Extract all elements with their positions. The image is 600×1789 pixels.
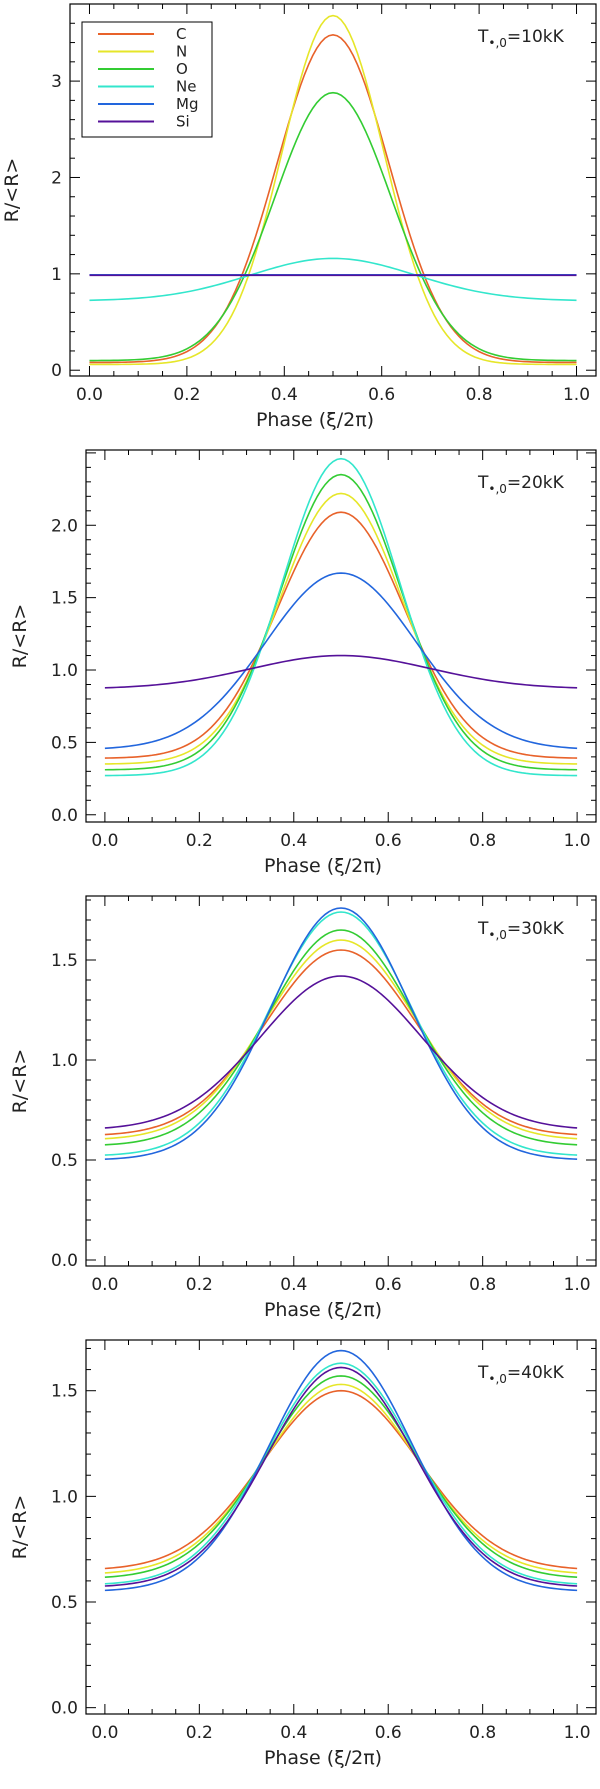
chart-panel-2: 0.0 0.2 0.4 0.6 0.8 1.0 0.0 0.5 1.0 1.5 2.0 Phase (… [9,449,597,877]
y-axis-title: R/<R> [9,1495,31,1560]
series-line-n [104,1383,578,1574]
legend-label-ne: Ne [176,78,196,96]
y-tick-label: 0.5 [51,1151,78,1171]
series-line-n [104,492,578,765]
y-tick-label: 1 [51,265,62,285]
series-line-ne [89,257,577,302]
series-line-ne [104,1362,578,1585]
x-axis-title: Phase (ξ/2π) [264,855,382,877]
x-tick-label: 0.8 [469,1275,496,1295]
series-line-o [104,929,578,1146]
x-axis-title: Phase (ξ/2π) [264,1299,382,1321]
plot-frame [85,895,597,1267]
y-tick-label: 1.0 [51,661,78,681]
series-line-o [89,91,577,362]
x-tick-label: 0.6 [375,1275,402,1295]
x-tick-label: 1.0 [564,831,591,851]
series-line-mg [104,1349,578,1592]
series-line-o [104,473,578,771]
x-tick-label: 0.2 [173,385,200,405]
legend-label-mg: Mg [176,95,198,113]
series-line-mg [104,572,578,750]
series-line-si [104,1366,578,1587]
legend-label-n: N [176,43,187,61]
x-tick-label: 1.0 [564,1275,591,1295]
series-line-n [104,939,578,1140]
series-line-c [89,34,577,364]
temperature-annotation: T•,0=30kK [477,919,565,942]
temperature-annotation: T•,0=40kK [477,1363,565,1386]
legend-box [81,21,213,138]
legend-label-o: O [176,60,188,78]
y-tick-label: 1.0 [51,1051,78,1071]
y-tick-label: 0.5 [51,1593,78,1613]
x-tick-label: 0.8 [466,385,493,405]
temperature-annotation: T•,0=20kK [477,473,565,496]
series-line-ne [104,457,578,777]
x-tick-label: 0.0 [91,1723,118,1743]
y-tick-label: 3 [51,72,62,92]
series-line-c [104,949,578,1136]
y-axis-title: R/<R> [9,604,31,669]
x-tick-label: 0.2 [186,1723,213,1743]
series-line-si [104,654,578,689]
series-line-c [104,511,578,759]
y-tick-label: 0.0 [51,1251,78,1271]
plot-frame [85,1339,597,1715]
x-axis-title: Phase (ξ/2π) [256,409,374,431]
x-tick-label: 0.0 [76,385,103,405]
y-axis-title: R/<R> [1,158,23,223]
x-tick-label: 0.6 [368,385,395,405]
y-tick-label: 1.5 [51,589,78,609]
series-line-ne [104,911,578,1156]
series-line-si [104,975,578,1129]
x-tick-label: 0.8 [469,1723,496,1743]
x-tick-label: 0.4 [280,1723,307,1743]
x-tick-label: 0.8 [469,831,496,851]
x-tick-label: 0.4 [280,831,307,851]
y-tick-label: 0.0 [51,806,78,826]
series-line-c [104,1389,578,1570]
chart-panel-1: 0.0 0.2 0.4 0.6 0.8 1.0 0 1 2 3 Phase (ξ/2π) R/<R> T… [1,3,597,431]
x-tick-label: 1.0 [564,1723,591,1743]
x-tick-label: 0.0 [91,1275,118,1295]
x-tick-label: 0.2 [186,831,213,851]
y-tick-label: 0 [51,361,62,381]
x-tick-label: 0.6 [375,1723,402,1743]
x-tick-label: 0.4 [271,385,298,405]
legend-label-si: Si [176,113,190,131]
y-tick-label: 2 [51,168,62,188]
x-tick-label: 0.0 [91,831,118,851]
y-tick-label: 1.5 [51,951,78,971]
x-tick-label: 0.2 [186,1275,213,1295]
y-tick-label: 0.5 [51,733,78,753]
x-axis-title: Phase (ξ/2π) [264,1747,382,1769]
chart-panel-3: 0.0 0.2 0.4 0.6 0.8 1.0 0.0 0.5 1.0 1.5 Phase (ξ/2… [9,895,597,1321]
x-tick-label: 0.6 [375,831,402,851]
series-line-mg [104,907,578,1160]
temperature-annotation: T•,0=10kK [477,27,565,50]
series-line-o [104,1375,578,1579]
y-tick-label: 1.5 [51,1382,78,1402]
series-line-n [89,14,577,366]
x-tick-label: 0.4 [280,1275,307,1295]
y-axis-title: R/<R> [9,1049,31,1114]
y-tick-label: 1.0 [51,1487,78,1507]
legend-label-c: C [176,25,186,43]
chart-panel-4: 0.0 0.2 0.4 0.6 0.8 1.0 0.0 0.5 1.0 1.5 Phase (ξ/2… [9,1339,597,1769]
x-tick-label: 1.0 [563,385,590,405]
y-tick-label: 0.0 [51,1699,78,1719]
y-tick-label: 2.0 [51,516,78,536]
